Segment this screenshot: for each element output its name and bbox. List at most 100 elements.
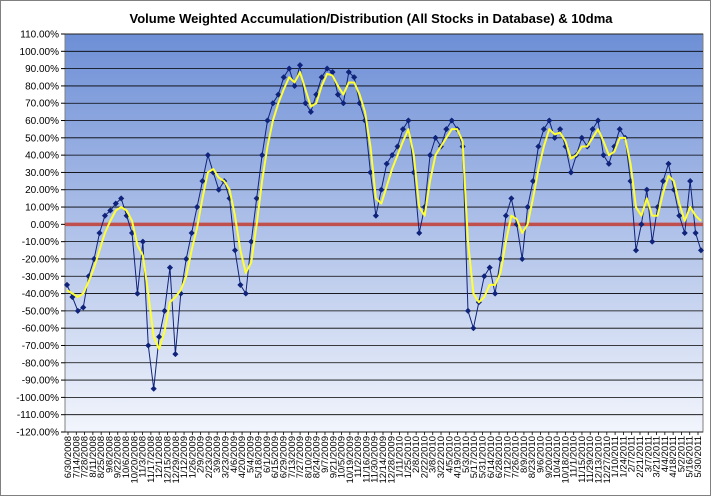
raw-point-marker	[665, 160, 672, 167]
x-tick-label: 10/5/2009	[337, 436, 348, 478]
x-tick-label: 11/1/2010	[569, 436, 580, 478]
raw-point-marker	[692, 229, 699, 237]
raw-point-marker	[334, 91, 342, 98]
raw-point-marker	[464, 307, 472, 315]
raw-point-marker	[155, 333, 163, 340]
raw-point-marker	[378, 186, 385, 193]
x-tick-label: 8/23/2010	[527, 436, 538, 478]
raw-point-marker	[101, 212, 109, 219]
raw-point-marker	[296, 61, 304, 69]
x-tick-label: 8/25/2008	[96, 436, 107, 478]
raw-point-marker	[237, 281, 244, 289]
x-tick-label: 4/5/2010	[444, 436, 455, 473]
raw-point-marker	[134, 290, 141, 297]
raw-point-marker	[643, 186, 650, 193]
x-tick-label: 10/20/2008	[129, 436, 140, 484]
x-tick-label: 11/30/2009	[370, 436, 381, 483]
raw-point-marker	[486, 264, 493, 271]
y-tick-label: 30.00%	[25, 168, 59, 179]
ma-series-line	[66, 71, 702, 350]
raw-point-marker	[291, 82, 298, 90]
raw-point-marker	[188, 229, 195, 237]
raw-point-marker	[351, 74, 358, 81]
x-tick-label: 6/15/2009	[270, 436, 281, 478]
raw-point-marker	[519, 255, 526, 263]
raw-point-marker	[394, 143, 401, 150]
x-tick-label: 9/8/2008	[104, 436, 115, 473]
raw-point-marker	[313, 91, 320, 98]
y-tick-label: 70.00%	[25, 99, 59, 110]
y-tick-label: 90.00%	[25, 64, 59, 75]
y-tick-label: 100.00%	[20, 47, 60, 58]
raw-point-marker	[540, 126, 548, 133]
raw-point-marker	[567, 169, 575, 176]
x-tick-label: 12/15/2008	[162, 436, 173, 484]
y-tick-label: -70.00%	[22, 341, 59, 352]
raw-point-marker	[264, 117, 271, 124]
x-tick-label: 5/3/2010	[461, 436, 472, 473]
x-tick-label: 8/9/2010	[519, 436, 530, 473]
y-axis: 110.00% 100.00% 90.00% 80.00% 70.00% 60.00% 50…	[16, 30, 65, 439]
x-tick-label: 12/1/2008	[154, 436, 165, 478]
x-tick-label: 10/4/2010	[552, 436, 563, 478]
raw-point-marker	[107, 207, 114, 214]
x-tick-label: 12/28/2009	[386, 436, 397, 484]
x-tick-label: 8/11/2008	[88, 436, 99, 478]
raw-point-marker	[432, 134, 439, 141]
x-tick-label: 2/23/2009	[204, 436, 215, 478]
raw-point-marker	[529, 177, 537, 185]
raw-point-marker	[275, 91, 282, 98]
x-tick-label: 6/28/2010	[494, 436, 505, 478]
raw-point-marker	[470, 325, 477, 332]
x-tick-label: 1/24/2011	[618, 436, 629, 478]
raw-point-marker	[697, 247, 705, 254]
raw-point-marker	[248, 238, 255, 245]
x-tick-label: 7/27/2009	[295, 436, 306, 478]
y-tick-label: 80.00%	[25, 81, 59, 92]
raw-point-marker	[649, 238, 656, 245]
raw-point-marker	[286, 65, 293, 72]
x-tick-label: 11/16/2009	[361, 436, 372, 483]
x-tick-label: 3/9/2009	[212, 436, 223, 473]
raw-point-marker	[199, 177, 206, 185]
x-tick-label: 10/19/2009	[345, 436, 356, 484]
x-tick-label: 9/21/2009	[328, 436, 339, 478]
raw-point-marker	[166, 264, 174, 271]
raw-point-marker	[600, 151, 607, 159]
raw-point-marker	[535, 143, 542, 150]
raw-point-marker	[340, 100, 347, 107]
raw-point-marker	[405, 117, 412, 124]
x-tick-label: 11/17/2008	[146, 436, 157, 483]
series-10dma	[66, 71, 702, 350]
x-tick-label: 4/4/2011	[660, 436, 671, 472]
raw-point-marker	[118, 195, 125, 202]
y-tick-label: -90.00%	[22, 376, 59, 387]
raw-point-marker	[74, 307, 81, 315]
y-tick-label: -120.00%	[16, 428, 59, 439]
raw-point-marker	[63, 281, 71, 289]
x-tick-label: 5/2/2011	[676, 436, 687, 472]
raw-point-marker	[96, 229, 103, 237]
raw-point-marker	[399, 126, 407, 133]
x-tick-label: 4/19/2010	[453, 436, 464, 478]
x-tick-label: 7/26/2010	[511, 436, 522, 478]
raw-point-marker	[491, 290, 499, 297]
raw-point-marker	[443, 126, 450, 133]
x-tick-label: 4/20/2009	[237, 436, 248, 478]
y-tick-label: 40.00%	[25, 151, 59, 162]
x-tick-label: 10/6/2008	[121, 436, 132, 478]
x-tick-label: 5/30/2011	[693, 436, 704, 478]
raw-point-marker	[80, 304, 87, 311]
raw-point-marker	[280, 74, 287, 81]
raw-point-marker	[302, 100, 309, 107]
y-tick-label: 0.00%	[31, 220, 59, 231]
raw-point-marker	[676, 212, 683, 219]
raw-point-marker	[594, 117, 602, 124]
raw-point-marker	[161, 307, 168, 315]
y-tick-label: -10.00%	[22, 237, 59, 248]
y-tick-label: -50.00%	[22, 306, 59, 317]
raw-point-marker	[69, 293, 76, 301]
y-tick-label: -20.00%	[22, 254, 59, 265]
raw-point-marker	[687, 177, 694, 185]
